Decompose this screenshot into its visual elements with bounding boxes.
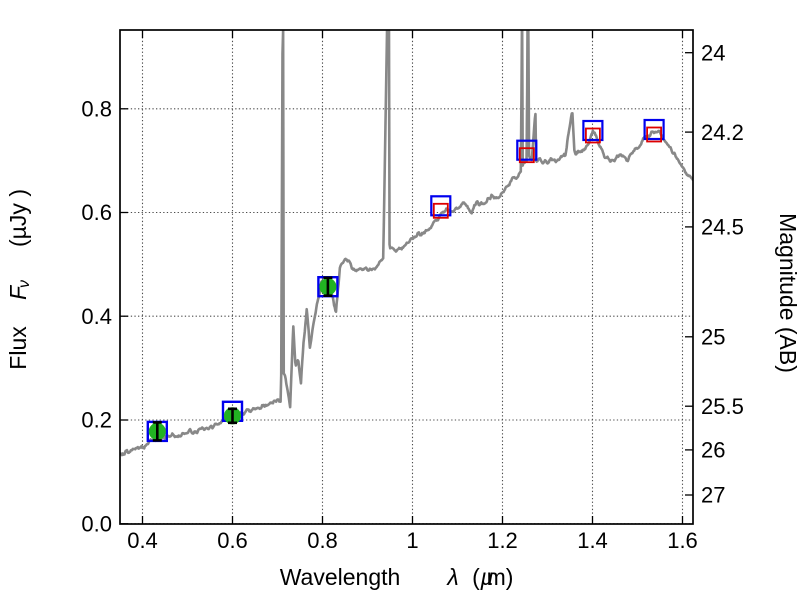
svg-text:0.4: 0.4 xyxy=(81,304,112,329)
svg-text:0.4: 0.4 xyxy=(127,528,158,553)
svg-text:1.2: 1.2 xyxy=(487,528,518,553)
svg-text:ν: ν xyxy=(16,280,33,288)
svg-text:0.6: 0.6 xyxy=(81,200,112,225)
svg-text:1.4: 1.4 xyxy=(577,528,608,553)
svg-text:(µJy ): (µJy ) xyxy=(5,189,31,247)
svg-text:(: ( xyxy=(472,564,480,590)
svg-text:24: 24 xyxy=(701,40,725,65)
svg-text:27: 27 xyxy=(701,483,725,508)
svg-text:0.0: 0.0 xyxy=(81,512,112,537)
svg-text:1: 1 xyxy=(406,528,418,553)
svg-text:0.2: 0.2 xyxy=(81,408,112,433)
svg-text:26: 26 xyxy=(701,438,725,463)
svg-text:λ: λ xyxy=(445,564,458,590)
svg-text:25.5: 25.5 xyxy=(701,394,744,419)
svg-text:0.8: 0.8 xyxy=(307,528,338,553)
svg-text:25: 25 xyxy=(701,325,725,350)
svg-text:Magnitude (AB): Magnitude (AB) xyxy=(775,213,800,373)
svg-text:Wavelength: Wavelength xyxy=(280,564,401,590)
svg-text:0.8: 0.8 xyxy=(81,97,112,122)
svg-text:0.6: 0.6 xyxy=(217,528,248,553)
svg-text:1.6: 1.6 xyxy=(667,528,698,553)
svg-text:m): m) xyxy=(487,564,514,590)
svg-text:Flux: Flux xyxy=(5,326,31,370)
svg-text:24.2: 24.2 xyxy=(701,120,744,145)
svg-text:24.5: 24.5 xyxy=(701,215,744,240)
